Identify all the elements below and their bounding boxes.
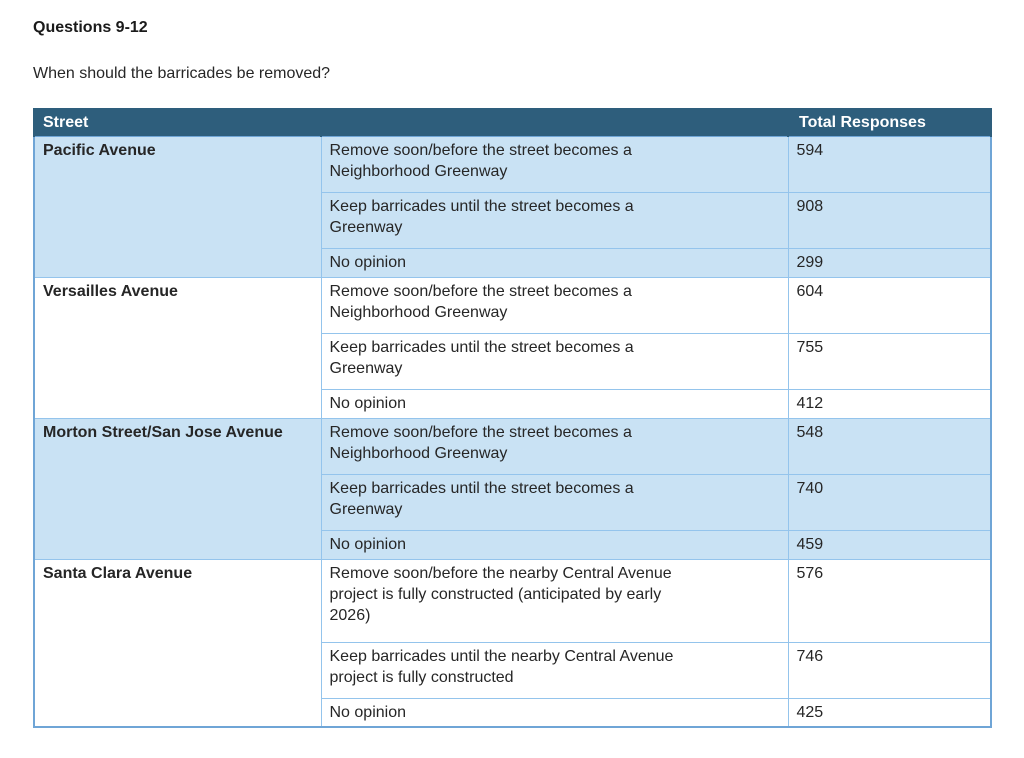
option-cell: No opinion: [320, 697, 789, 728]
option-text: Keep barricades until the street becomes…: [329, 338, 634, 377]
table-row: No opinion 425: [34, 697, 992, 728]
option-text: No opinion: [329, 535, 407, 553]
street-cell: Pacific Avenue: [33, 135, 322, 278]
total-cell: 576: [787, 558, 992, 643]
table-row: Keep barricades until the street becomes…: [34, 332, 992, 390]
option-cell: No opinion: [320, 529, 789, 560]
responses-table: Street Total Responses Pacific Avenue Re…: [33, 108, 992, 728]
total-cell: 459: [787, 529, 992, 560]
response-option-column-header: [320, 108, 789, 136]
option-cell: No opinion: [320, 388, 789, 419]
total-cell: 425: [787, 697, 992, 728]
option-text: Keep barricades until the street becomes…: [329, 479, 634, 518]
table-row: Santa Clara Avenue Remove soon/before th…: [33, 558, 992, 728]
total-cell: 299: [787, 247, 992, 278]
option-text: Remove soon/before the street becomes a …: [329, 423, 632, 462]
option-cell: Remove soon/before the street becomes a …: [320, 417, 789, 475]
document-page: Questions 9-12 When should the barricade…: [33, 19, 992, 728]
table-row: Versailles Avenue Remove soon/before the…: [33, 276, 992, 419]
option-cell: Keep barricades until the street becomes…: [320, 473, 789, 531]
option-text: Remove soon/before the street becomes a …: [329, 141, 632, 180]
option-cell: Remove soon/before the street becomes a …: [320, 276, 789, 334]
table-row: No opinion 299: [34, 247, 992, 278]
table-row: Morton Street/San Jose Avenue Remove soo…: [33, 417, 992, 560]
document-heading: Questions 9-12: [33, 19, 148, 36]
table-row: Pacific Avenue Remove soon/before the st…: [33, 135, 992, 278]
table-row: Keep barricades until the street becomes…: [34, 191, 992, 249]
total-cell: 412: [787, 388, 992, 419]
total-cell: 755: [787, 332, 992, 390]
street-cell: Morton Street/San Jose Avenue: [33, 417, 322, 560]
option-text: Remove soon/before the street becomes a …: [329, 282, 632, 321]
option-text: Keep barricades until the street becomes…: [329, 197, 634, 236]
option-cell: Remove soon/before the street becomes a …: [320, 135, 789, 193]
survey-question: When should the barricades be removed?: [33, 65, 331, 82]
table-row: Keep barricades until the street becomes…: [34, 473, 992, 531]
table-header-row: Street Total Responses: [33, 108, 992, 136]
table-row: No opinion 412: [34, 388, 992, 419]
street-column-header: Street: [33, 108, 322, 136]
street-cell: Santa Clara Avenue: [33, 558, 322, 728]
option-text: Remove soon/before the nearby Central Av…: [329, 564, 672, 624]
total-cell: 594: [787, 135, 992, 193]
total-cell: 746: [787, 641, 992, 699]
option-cell: Remove soon/before the nearby Central Av…: [320, 558, 789, 643]
option-cell: No opinion: [320, 247, 789, 278]
option-text: No opinion: [329, 253, 407, 271]
option-text: No opinion: [329, 394, 407, 412]
total-cell: 604: [787, 276, 992, 334]
option-text: Keep barricades until the nearby Central…: [329, 647, 674, 686]
option-cell: Keep barricades until the street becomes…: [320, 332, 789, 390]
option-cell: Keep barricades until the nearby Central…: [320, 641, 789, 699]
total-cell: 908: [787, 191, 992, 249]
total-responses-column-header: Total Responses: [787, 108, 992, 136]
total-cell: 740: [787, 473, 992, 531]
option-cell: Keep barricades until the street becomes…: [320, 191, 789, 249]
table-row: Keep barricades until the nearby Central…: [34, 641, 992, 699]
option-text: No opinion: [329, 703, 407, 721]
table-row: No opinion 459: [34, 529, 992, 560]
total-cell: 548: [787, 417, 992, 475]
street-cell: Versailles Avenue: [33, 276, 322, 419]
